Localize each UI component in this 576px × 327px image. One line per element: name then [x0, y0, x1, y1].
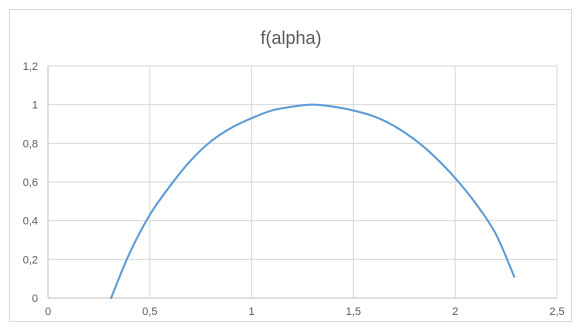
x-tick-label: 0	[45, 306, 51, 318]
x-tick-label: 1	[249, 306, 255, 318]
x-tick-label: 2,5	[549, 306, 564, 318]
y-tick-label: 0	[32, 293, 38, 305]
y-tick-label: 0,2	[23, 254, 38, 266]
series-layer	[110, 103, 516, 299]
tick-layer: 0 0,2 0,4 0,6 0,8 1 1,2 0 0,5 1 1,5 2 2,5	[23, 61, 565, 318]
chart-area	[9, 9, 572, 322]
series-line	[110, 103, 516, 299]
y-tick-label: 1,2	[23, 61, 38, 73]
chart-title: f(alpha)	[260, 28, 321, 48]
y-tick-label: 0,4	[23, 216, 38, 228]
y-tick-label: 0,8	[23, 138, 38, 150]
x-tick-label: 0,5	[142, 306, 157, 318]
y-tick-label: 1	[32, 100, 38, 112]
y-tick-label: 0,6	[23, 177, 38, 189]
x-tick-label: 2	[452, 306, 458, 318]
x-tick-label: 1,5	[346, 306, 361, 318]
